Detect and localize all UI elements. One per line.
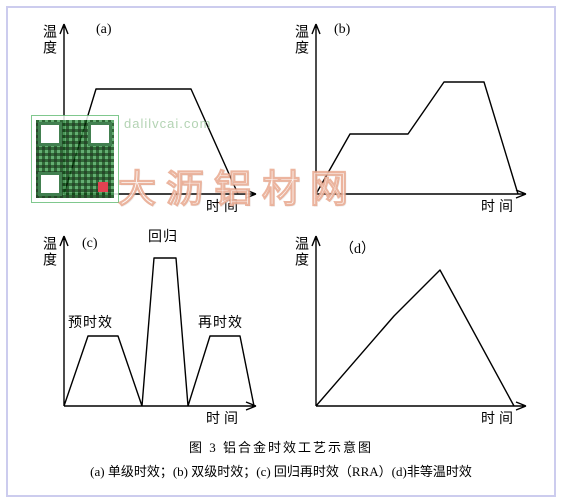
x-axis-label: 时间 bbox=[481, 196, 517, 216]
x-axis-label: 时间 bbox=[206, 196, 242, 216]
panel-b-svg bbox=[286, 14, 546, 214]
curve-label: 预时效 bbox=[68, 312, 113, 332]
y-axis-label: 温度 bbox=[38, 24, 58, 56]
panel-b: 温度时间 (b) bbox=[286, 14, 546, 214]
figure-frame: 温度时间(a)温度时间(b)温度时间(c)回归预时效再时效温度时间（d） dal… bbox=[6, 6, 556, 497]
panel-tag: (c) bbox=[82, 236, 98, 252]
curve-label: 回归 bbox=[148, 226, 178, 246]
figure-caption: 图 3 铝合金时效工艺示意图 (a) 单级时效；(b) 双级时效；(c) 回归再… bbox=[8, 436, 554, 483]
panel-tag: (a) bbox=[96, 22, 112, 38]
x-axis-label: 时间 bbox=[481, 408, 517, 428]
y-axis-label: 温度 bbox=[38, 236, 58, 268]
panel-tag: （d） bbox=[340, 238, 375, 258]
panel-a-svg bbox=[26, 14, 276, 214]
y-axis-label: 温度 bbox=[290, 24, 310, 56]
caption-legend: (a) 单级时效；(b) 双级时效；(c) 回归再时效（RRA）(d)非等温时效 bbox=[8, 460, 554, 483]
curve-label: 再时效 bbox=[198, 312, 243, 332]
panel-d: 温度时间 （d） bbox=[286, 226, 546, 426]
x-axis-label: 时间 bbox=[206, 408, 242, 428]
y-axis-label: 温度 bbox=[290, 236, 310, 268]
panel-d-svg bbox=[286, 226, 546, 426]
panel-tag: (b) bbox=[334, 22, 350, 38]
panel-c: 温度时间 (c) 回归预时效 再时效 bbox=[26, 226, 276, 426]
caption-title: 图 3 铝合金时效工艺示意图 bbox=[8, 436, 554, 459]
panel-grid: 温度时间(a)温度时间(b)温度时间(c)回归预时效再时效温度时间（d） bbox=[18, 14, 548, 434]
panel-a: 温度时间 (a) bbox=[26, 14, 276, 214]
